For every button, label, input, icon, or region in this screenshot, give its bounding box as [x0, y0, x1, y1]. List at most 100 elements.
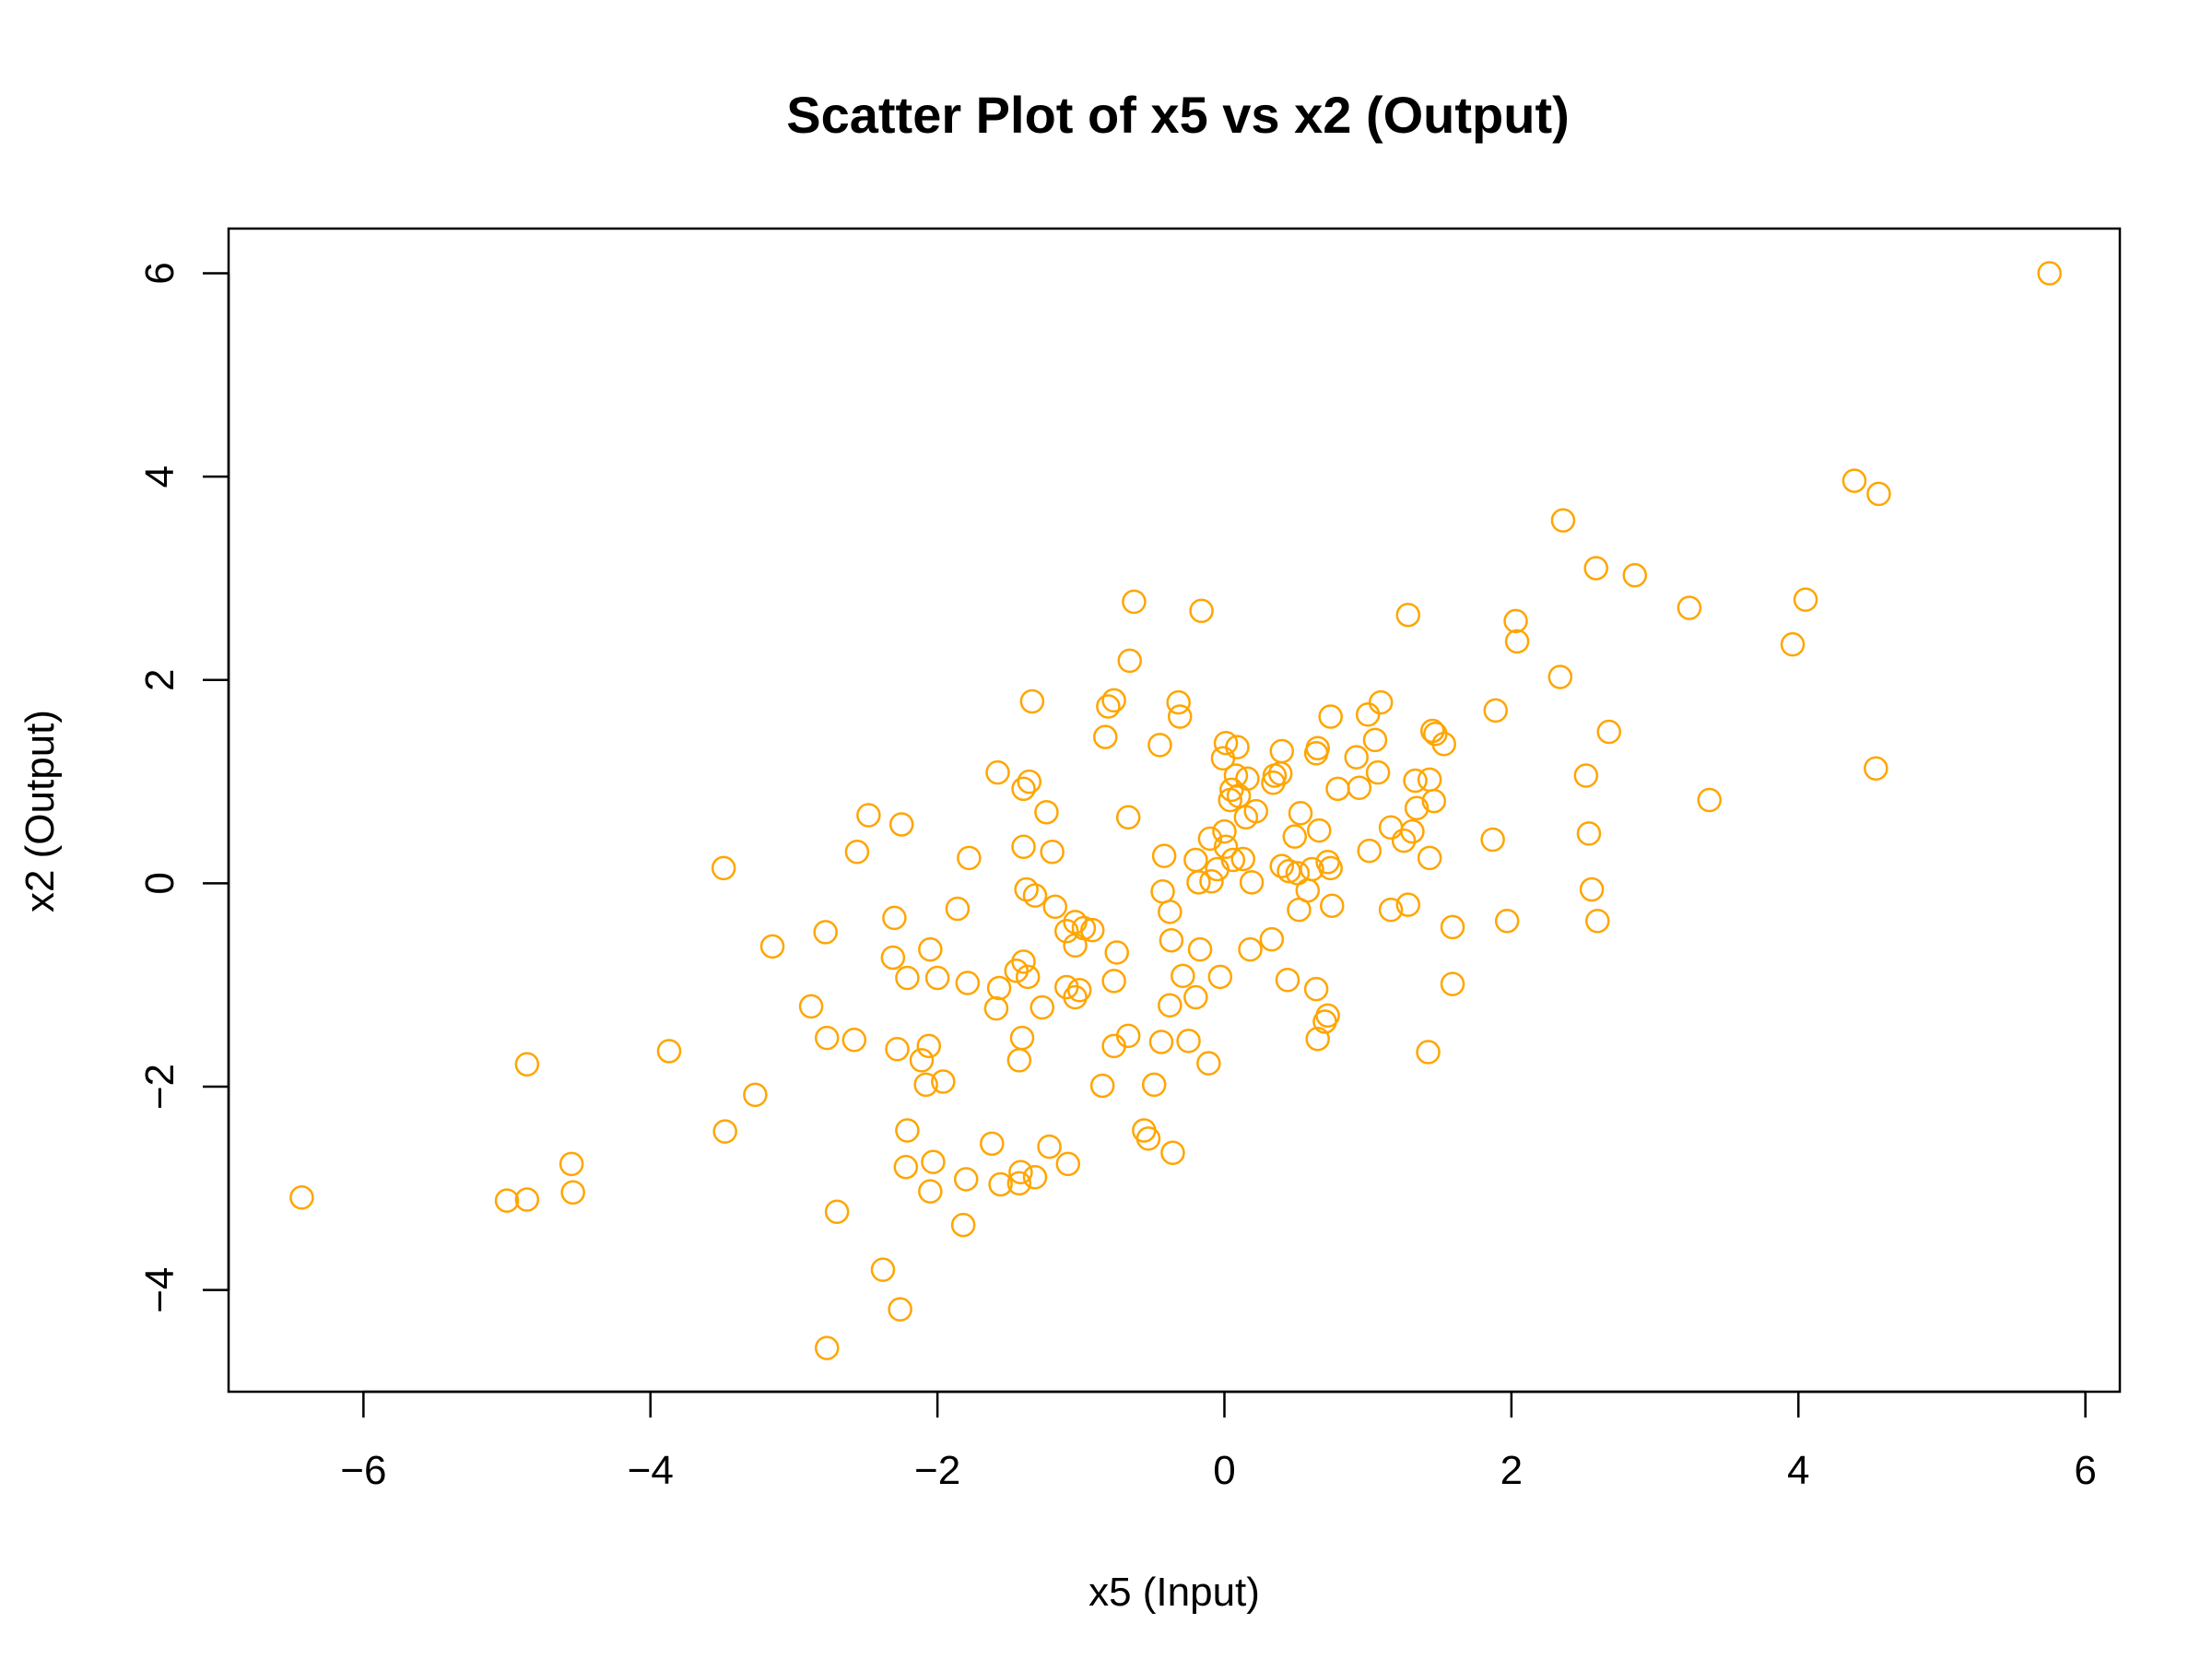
data-point	[913, 1072, 938, 1098]
data-point	[885, 1036, 910, 1062]
data-points	[289, 261, 2062, 1360]
data-point	[560, 1180, 585, 1206]
data-point	[856, 803, 881, 828]
data-point	[1576, 821, 1602, 846]
data-point	[918, 1179, 943, 1204]
data-point	[1096, 694, 1121, 719]
data-point	[1218, 787, 1242, 813]
data-point	[1063, 933, 1088, 958]
data-point	[1159, 927, 1184, 953]
data-point	[1212, 818, 1237, 844]
data-point	[1167, 704, 1193, 729]
data-point	[895, 965, 920, 991]
data-point	[2037, 261, 2062, 286]
data-point	[1440, 971, 1465, 996]
data-point	[1305, 735, 1330, 760]
data-point	[1416, 1040, 1441, 1065]
data-point	[1104, 940, 1129, 965]
data-point	[1395, 602, 1421, 628]
data-point	[1176, 1029, 1201, 1053]
data-point	[559, 1151, 584, 1177]
data-point	[1288, 801, 1313, 826]
data-point	[1093, 724, 1118, 749]
data-point	[712, 1119, 737, 1144]
data-point	[1115, 805, 1141, 830]
data-point	[882, 905, 907, 931]
data-point	[1011, 834, 1036, 859]
data-point	[880, 945, 906, 971]
data-point	[1019, 688, 1045, 714]
data-point	[1287, 897, 1312, 923]
data-point	[1378, 897, 1404, 923]
data-point	[1238, 936, 1263, 962]
data-point	[924, 965, 950, 991]
data-point	[1150, 879, 1175, 904]
data-point	[814, 1335, 840, 1360]
data-point	[1303, 976, 1329, 1002]
plot-frame	[227, 227, 2122, 1394]
data-point	[1160, 1140, 1185, 1166]
data-point	[1417, 845, 1442, 871]
data-point	[1793, 587, 1818, 612]
data-point	[888, 1297, 912, 1322]
data-point	[1117, 648, 1142, 674]
data-point	[1213, 834, 1239, 859]
data-point	[1205, 856, 1230, 882]
data-point	[1030, 994, 1055, 1020]
data-point	[711, 855, 736, 881]
data-point	[931, 1069, 956, 1094]
data-point	[1780, 631, 1806, 657]
data-point	[844, 839, 870, 865]
data-point	[986, 975, 1012, 1001]
data-point	[893, 1154, 919, 1180]
data-point	[1866, 481, 1891, 507]
data-point	[1480, 827, 1505, 853]
data-point	[955, 971, 981, 995]
data-point	[1147, 733, 1172, 758]
data-point	[1022, 1164, 1048, 1190]
data-point	[1547, 665, 1573, 689]
data-point	[1015, 964, 1041, 990]
data-point	[909, 1048, 935, 1073]
data-point	[1312, 1009, 1337, 1034]
data-point	[1395, 892, 1421, 917]
y-tick-label: −2	[137, 1064, 182, 1110]
data-point	[953, 1167, 979, 1192]
data-point	[1011, 776, 1036, 802]
data-point	[1055, 1151, 1081, 1177]
data-point	[980, 1131, 1005, 1157]
data-point	[1503, 608, 1528, 634]
data-point	[1148, 1030, 1174, 1054]
data-point	[957, 845, 982, 871]
data-point	[1357, 838, 1382, 864]
data-point	[1596, 719, 1621, 745]
data-point	[1042, 894, 1068, 920]
data-point	[1275, 967, 1300, 993]
data-point	[1269, 738, 1295, 764]
data-point	[1213, 730, 1239, 756]
x-axis-label: x5 (Input)	[1088, 1570, 1260, 1615]
data-point	[1022, 883, 1048, 908]
data-point	[841, 1028, 867, 1053]
data-point	[916, 1033, 942, 1059]
data-point	[1196, 1051, 1221, 1076]
x-tick-label: 2	[1500, 1448, 1523, 1493]
data-point	[798, 994, 824, 1019]
data-point	[1210, 746, 1236, 771]
data-point	[1199, 868, 1224, 894]
data-point	[1009, 1025, 1035, 1051]
data-point	[1277, 858, 1301, 884]
data-point	[1585, 908, 1610, 934]
data-point	[1677, 595, 1702, 620]
data-point	[1400, 818, 1425, 844]
data-point	[1034, 799, 1059, 825]
data-point	[743, 1082, 768, 1108]
data-point	[1325, 776, 1350, 802]
data-point	[888, 812, 914, 837]
data-point	[1186, 870, 1211, 895]
data-point	[945, 896, 971, 922]
data-point	[1233, 805, 1259, 830]
data-point	[1269, 853, 1295, 878]
data-point	[1223, 763, 1249, 788]
